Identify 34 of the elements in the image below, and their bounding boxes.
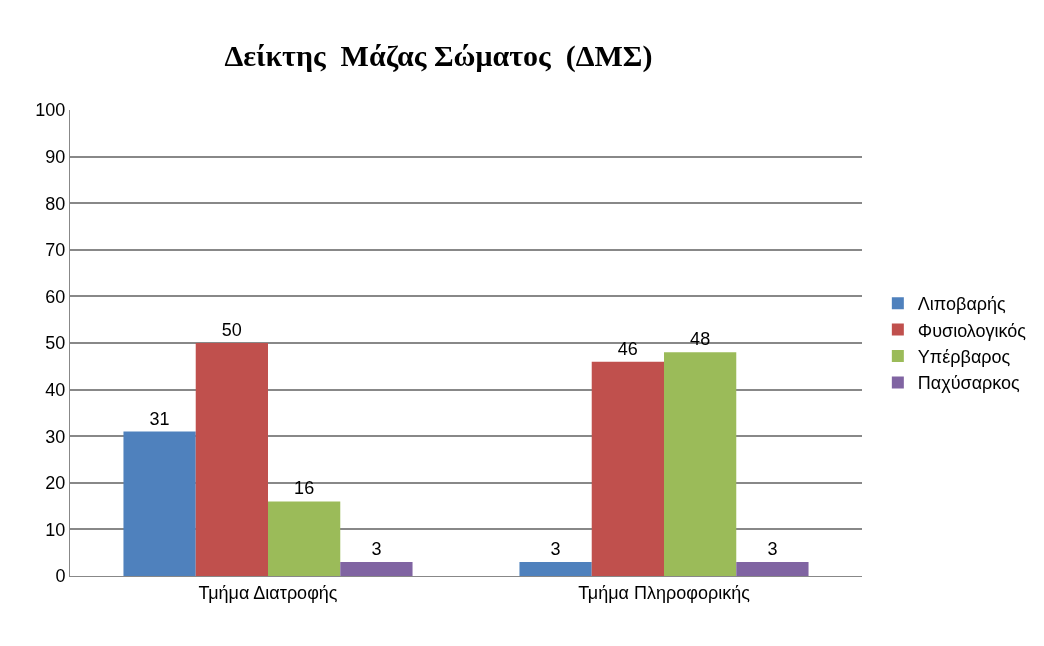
- legend-label: Φυσιολογικός: [917, 320, 1027, 341]
- bar: [591, 361, 664, 576]
- y-tick-label: 80: [45, 193, 66, 214]
- bar: [340, 562, 413, 576]
- data-label: 3: [371, 539, 382, 560]
- bar: [519, 562, 592, 576]
- y-tick-label: 40: [45, 379, 66, 400]
- y-tick-label: 10: [45, 519, 66, 540]
- y-tick-label: 20: [45, 473, 66, 494]
- data-label: 48: [690, 329, 711, 350]
- y-tick-label: 0: [55, 566, 66, 587]
- y-tick-label: 60: [45, 286, 66, 307]
- x-tick-label: Τμήμα Πληροφορικής: [578, 582, 751, 603]
- data-label: 3: [767, 539, 778, 560]
- chart-title: Δείκτης Μάζας Σώματος (ΔΜΣ): [224, 39, 653, 74]
- x-tick-label: Τμήμα Διατροφής: [198, 582, 338, 603]
- data-label: 50: [221, 320, 242, 340]
- data-label: 3: [550, 539, 561, 560]
- legend-label: Παχύσαρκος: [917, 373, 1021, 394]
- y-tick-label: 100: [35, 100, 66, 121]
- y-tick-label: 50: [45, 333, 66, 354]
- bar: [664, 352, 737, 576]
- bar: [195, 343, 268, 576]
- bar: [736, 562, 809, 576]
- data-label: 16: [294, 478, 315, 499]
- data-label: 46: [617, 338, 638, 359]
- legend-label: Λιποβαρής: [917, 294, 1007, 315]
- y-tick-label: 90: [45, 146, 66, 167]
- bar: [268, 501, 341, 576]
- bar: [123, 431, 196, 576]
- data-label: 31: [149, 408, 170, 429]
- y-tick-label: 70: [45, 240, 66, 261]
- legend-label: Υπέρβαρος: [917, 347, 1011, 368]
- y-tick-label: 30: [45, 426, 66, 447]
